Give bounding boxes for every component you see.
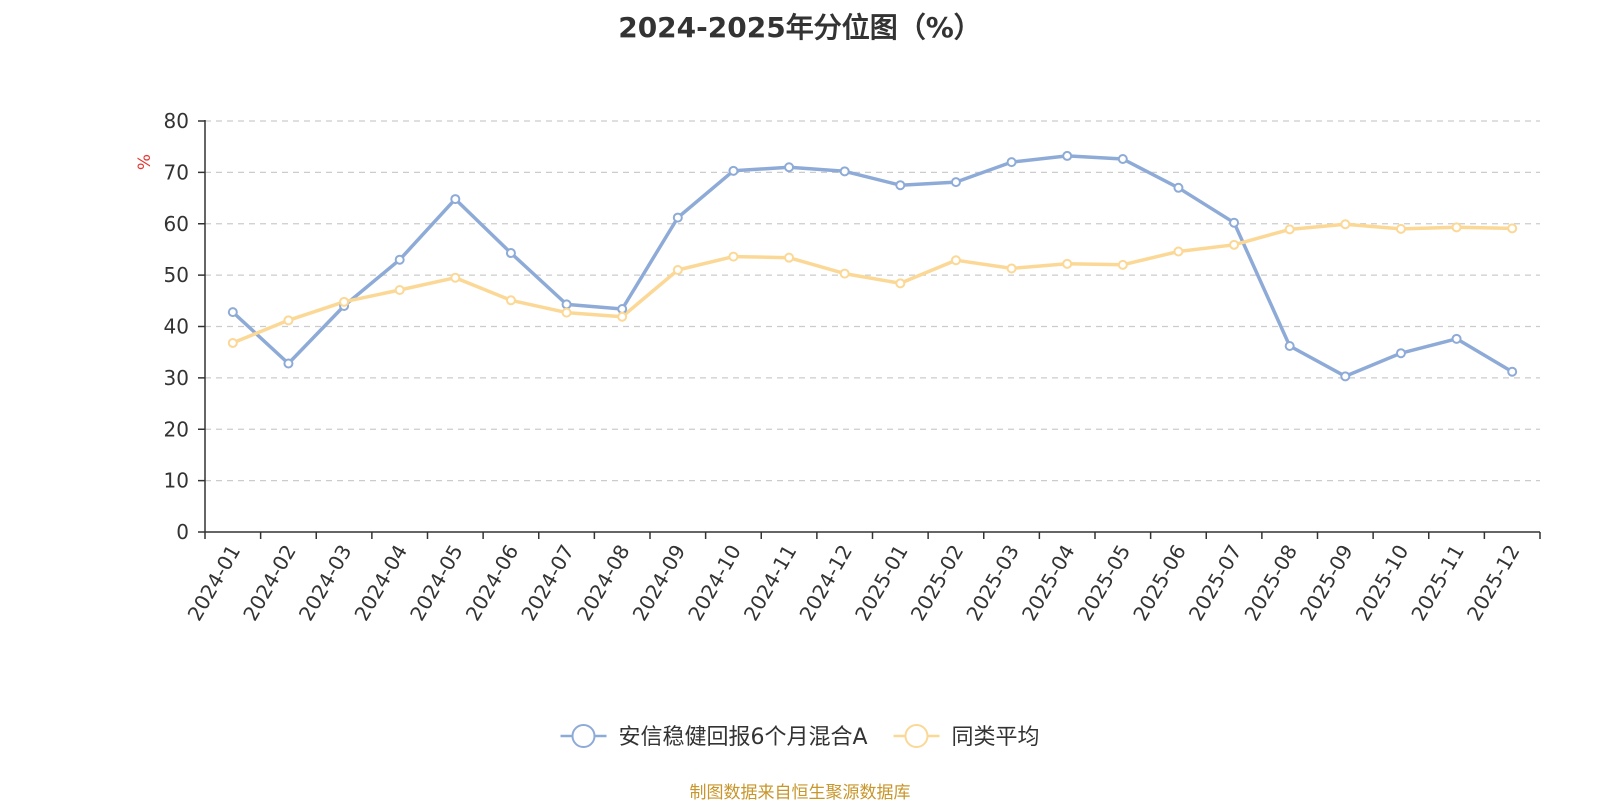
data-point-s2-2025-04 xyxy=(1062,258,1073,269)
y-tick-label: 50 xyxy=(164,263,189,287)
x-tick-label: 2024-08 xyxy=(572,541,635,625)
legend-label: 安信稳健回报6个月混合A xyxy=(619,725,868,750)
data-point-s1-2025-11 xyxy=(1451,333,1462,344)
y-tick-label: 30 xyxy=(164,366,189,390)
x-tick-label: 2025-11 xyxy=(1406,541,1469,625)
data-point-s1-2025-06 xyxy=(1173,182,1184,193)
data-point-s1-2024-01 xyxy=(227,307,238,318)
data-point-s2-2024-04 xyxy=(394,285,405,296)
y-tick-label: 10 xyxy=(164,469,189,493)
data-point-s1-2024-06 xyxy=(505,248,516,259)
y-axis-label: % xyxy=(135,154,155,170)
data-point-s1-2025-01 xyxy=(895,180,906,191)
data-point-s2-2025-06 xyxy=(1173,246,1184,257)
data-point-s1-2024-07 xyxy=(561,299,572,310)
data-point-s1-2025-12 xyxy=(1507,366,1518,377)
data-point-s2-2025-09 xyxy=(1340,219,1351,230)
data-point-s1-2024-12 xyxy=(839,166,850,177)
data-point-s1-2025-07 xyxy=(1229,217,1240,228)
data-point-s2-2025-12 xyxy=(1507,223,1518,234)
x-tick-label: 2024-01 xyxy=(183,541,246,625)
data-point-s2-2024-01 xyxy=(227,337,238,348)
data-point-s1-2024-05 xyxy=(450,194,461,205)
x-tick-label: 2025-10 xyxy=(1351,541,1414,625)
data-point-s1-2025-03 xyxy=(1006,157,1017,168)
data-point-s2-2024-08 xyxy=(617,311,628,322)
y-tick-label: 40 xyxy=(164,315,189,339)
x-tick-label: 2024-10 xyxy=(683,541,746,625)
data-point-s2-2025-05 xyxy=(1117,259,1128,270)
y-tick-label: 60 xyxy=(164,212,189,236)
y-tick-label: 70 xyxy=(164,160,189,184)
x-tick-label: 2025-07 xyxy=(1184,541,1247,625)
legend-symbol xyxy=(571,724,596,748)
chart-title: 2024-2025年分位图（%） xyxy=(618,11,982,44)
x-tick-label: 2024-04 xyxy=(349,541,412,625)
y-tick-label: 0 xyxy=(176,520,189,544)
data-point-s2-2024-10 xyxy=(728,251,739,262)
x-tick-label: 2025-05 xyxy=(1073,541,1136,625)
data-point-s1-2024-04 xyxy=(394,254,405,265)
data-point-s2-2024-02 xyxy=(283,315,294,326)
data-point-s1-2025-10 xyxy=(1395,348,1406,359)
data-point-s1-2024-11 xyxy=(784,162,795,173)
x-tick-label: 2025-04 xyxy=(1017,541,1080,625)
data-point-s2-2024-07 xyxy=(561,307,572,318)
x-tick-label: 2025-02 xyxy=(906,541,969,625)
data-point-s1-2025-09 xyxy=(1340,371,1351,382)
x-tick-label: 2024-07 xyxy=(516,541,579,625)
y-tick-label: 20 xyxy=(164,417,189,441)
x-tick-label: 2025-03 xyxy=(961,541,1024,625)
x-tick-label: 2024-05 xyxy=(405,541,468,625)
legend-symbol xyxy=(904,724,929,748)
data-point-s2-2024-12 xyxy=(839,268,850,279)
data-point-s1-2024-02 xyxy=(283,358,294,369)
legend-label: 同类平均 xyxy=(952,725,1040,750)
x-tick-label: 2025-12 xyxy=(1462,541,1525,625)
data-point-s2-2024-11 xyxy=(784,252,795,263)
series-layer xyxy=(227,150,1518,382)
data-source-note: 制图数据来自恒生聚源数据库 xyxy=(689,783,911,803)
x-tick-label: 2024-11 xyxy=(739,541,802,625)
data-point-s2-2025-03 xyxy=(1006,263,1017,274)
data-point-s2-2024-05 xyxy=(450,272,461,283)
data-point-s2-2025-08 xyxy=(1284,224,1295,235)
data-point-s2-2024-09 xyxy=(672,264,683,275)
data-point-s2-2024-06 xyxy=(505,295,516,306)
x-tick-label: 2025-09 xyxy=(1295,541,1358,625)
x-tick-label: 2024-12 xyxy=(794,541,857,625)
legend-item-2: 同类平均 xyxy=(893,724,1040,750)
y-tick-label: 80 xyxy=(164,109,189,133)
x-tick-label: 2024-09 xyxy=(628,541,691,625)
data-point-s2-2025-11 xyxy=(1451,222,1462,233)
data-point-s1-2025-08 xyxy=(1284,341,1295,352)
data-point-s2-2025-01 xyxy=(895,278,906,289)
data-point-s2-2025-02 xyxy=(950,255,961,266)
data-point-s1-2025-02 xyxy=(950,177,961,188)
x-tick-label: 2025-01 xyxy=(850,541,913,625)
data-point-s1-2025-05 xyxy=(1117,154,1128,165)
x-tick-label: 2025-06 xyxy=(1128,541,1191,625)
series-line-2 xyxy=(231,222,1514,345)
data-point-s1-2025-04 xyxy=(1062,150,1073,161)
legend-item-1: 安信稳健回报6个月混合A xyxy=(560,724,868,750)
legend: 安信稳健回报6个月混合A 同类平均 xyxy=(560,724,1040,750)
data-point-s2-2025-10 xyxy=(1395,223,1406,234)
data-point-s1-2024-09 xyxy=(672,212,683,223)
x-tick-label: 2024-06 xyxy=(461,541,524,625)
data-point-s1-2024-10 xyxy=(728,165,739,176)
grid-lines xyxy=(205,120,1540,482)
x-tick-label: 2024-02 xyxy=(238,541,301,625)
series-line-1 xyxy=(231,154,1514,379)
data-point-s2-2024-03 xyxy=(339,296,350,307)
x-tick-label: 2024-03 xyxy=(294,541,357,625)
data-point-s2-2025-07 xyxy=(1229,239,1240,250)
x-tick-label: 2025-08 xyxy=(1239,541,1302,625)
